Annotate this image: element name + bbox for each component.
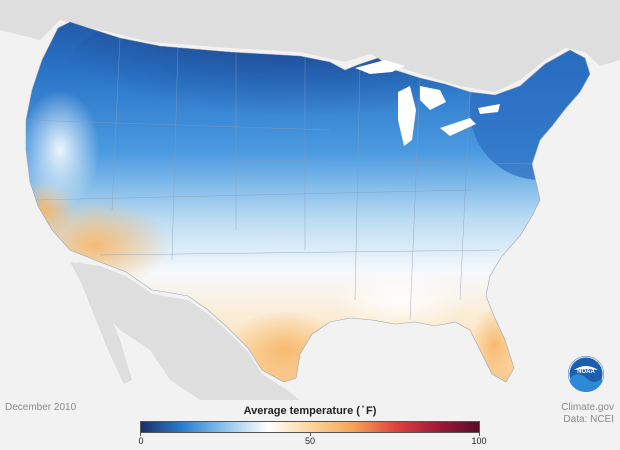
tick-mark-mid bbox=[310, 433, 311, 436]
legend-max-label: 100 bbox=[471, 436, 487, 446]
legend-mid-label: 50 bbox=[304, 436, 316, 446]
great-lakes bbox=[355, 60, 500, 146]
noaa-logo: NOAA bbox=[568, 356, 604, 392]
credit-source: Climate.gov bbox=[561, 402, 614, 413]
mexico-landmass bbox=[70, 262, 300, 400]
tick-mark-min bbox=[140, 433, 141, 436]
temperature-map bbox=[0, 0, 620, 400]
temperature-color-scale bbox=[140, 421, 480, 433]
tick-mark-max bbox=[479, 433, 480, 436]
legend-min-label: 0 bbox=[138, 436, 144, 446]
canada-landmass bbox=[0, 0, 620, 92]
map-date: December 2010 bbox=[5, 402, 77, 413]
credit: Climate.gov Data: NCEI bbox=[561, 402, 614, 426]
legend-title: Average temperature ( ̊ F) bbox=[243, 405, 377, 417]
credit-data: Data: NCEI bbox=[563, 414, 614, 425]
baja-peninsula bbox=[78, 262, 132, 384]
svg-text:NOAA: NOAA bbox=[577, 369, 595, 375]
